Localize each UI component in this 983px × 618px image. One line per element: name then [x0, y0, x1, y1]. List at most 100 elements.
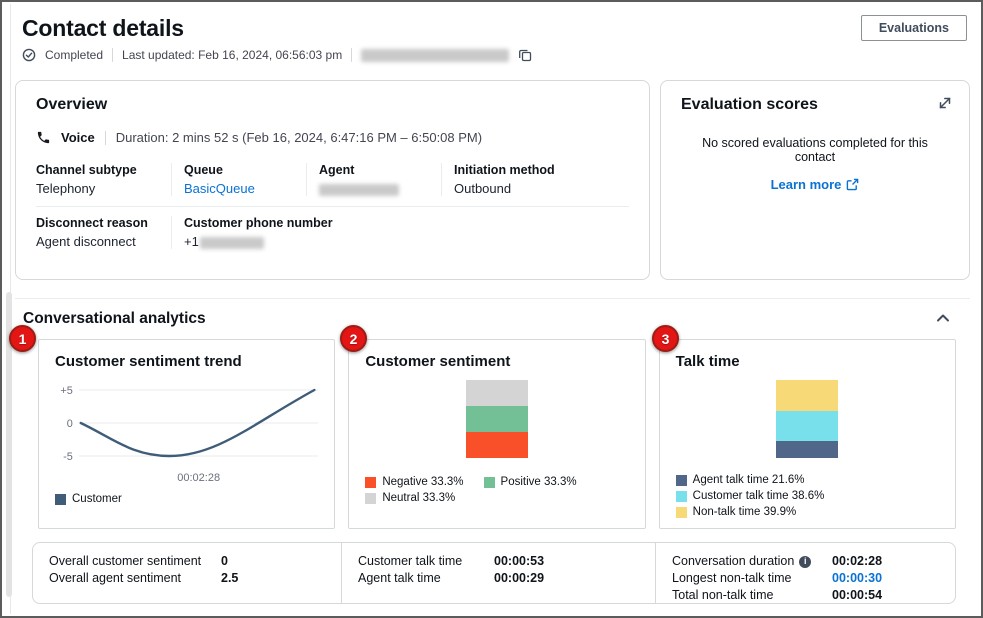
legend-swatch [483, 476, 495, 488]
legend-item: Customer [55, 493, 122, 505]
copy-icon[interactable] [518, 48, 532, 62]
chart-title: Customer sentiment trend [55, 353, 242, 370]
phone-icon [36, 130, 51, 145]
summary-label: Conversation duration i [672, 553, 832, 570]
summary-value: 00:00:29 [494, 571, 545, 585]
chevron-up-icon[interactable] [934, 309, 952, 328]
field-value: Telephony [36, 181, 96, 196]
legend-label: Neutral 33.3% [382, 492, 456, 504]
legend-label: Customer talk time 38.6% [692, 490, 825, 502]
overview-field: Customer phone number +1 [171, 216, 629, 249]
chart-title: Talk time [675, 353, 740, 370]
channel-row: Voice Duration: 2 mins 52 s (Feb 16, 202… [36, 130, 629, 145]
svg-text:+5: +5 [60, 385, 72, 397]
evaluation-scores-title: Evaluation scores [681, 96, 818, 113]
page-title: Contact details [22, 15, 184, 41]
info-icon[interactable]: i [799, 555, 812, 568]
legend-item: Customer talk time 38.6% [675, 490, 825, 502]
annotation-badge-2: 2 [340, 325, 367, 352]
overview-field: Disconnect reason Agent disconnect [36, 216, 171, 249]
customer-sentiment-trend-card: Customer sentiment trend +5 0 -5 00:02:28 … [38, 339, 336, 529]
check-circle-icon [22, 48, 36, 62]
legend-label: Customer [72, 493, 122, 505]
field-label: Queue [184, 163, 223, 177]
bar-segment [465, 380, 528, 406]
field-label: Disconnect reason [36, 216, 148, 230]
overview-field: Channel subtype Telephony [36, 163, 171, 196]
talk-time-card: Talk time Agent talk time 21.6% Customer … [658, 339, 956, 529]
annotation-badge-3: 3 [652, 325, 679, 352]
summary-label: Customer talk time [358, 554, 463, 568]
legend-swatch [675, 474, 687, 486]
summary-row: Agent talk time 00:00:29 [358, 570, 639, 587]
svg-text:0: 0 [67, 418, 73, 430]
summary-row: Total non-talk time 00:00:54 [672, 587, 939, 604]
legend-item: Positive 33.3% [483, 476, 577, 488]
summary-value: 00:00:53 [494, 554, 545, 568]
external-link-icon [846, 178, 859, 191]
field-value [319, 181, 431, 196]
contact-id-redacted [361, 48, 510, 62]
summary-label: Total non-talk time [672, 588, 774, 602]
x-axis-tick: 00:02:28 [177, 472, 221, 484]
chart-legend: Customer [55, 493, 318, 505]
overview-title: Overview [36, 96, 108, 113]
divider [104, 130, 106, 145]
field-label: Channel subtype [36, 163, 137, 177]
top-cards-row: Overview Voice Duration: 2 mins 52 s (Fe… [15, 80, 970, 280]
bar-segment [465, 432, 528, 458]
bar-segment [776, 440, 839, 458]
expand-diagonal-icon[interactable] [937, 95, 953, 111]
charts-row: Customer sentiment trend +5 0 -5 00:02:28 … [38, 339, 956, 529]
summary-value: 00:00:54 [832, 588, 883, 602]
overview-fields: Channel subtype Telephony Queue BasicQueue A… [36, 163, 629, 249]
redacted-value [319, 183, 399, 196]
page-header: Contact details Completed Last updated: … [15, 2, 970, 72]
chart-legend: Agent talk time 21.6% Customer talk time … [675, 474, 939, 518]
analytics-summary-card: Overall customer sentiment 0 Overall agent… [32, 542, 956, 604]
field-label: Initiation method [454, 163, 555, 177]
svg-text:-5: -5 [63, 451, 73, 463]
queue-link[interactable]: BasicQueue [184, 181, 255, 196]
annotation-badge-1: 1 [9, 325, 36, 352]
summary-row: Longest non-talk time 00:00:30 [672, 570, 939, 587]
legend-item: Neutral 33.3% [365, 492, 455, 504]
summary-label: Longest non-talk time [672, 571, 792, 585]
evaluation-scores-card: Evaluation scores No scored evaluations … [660, 80, 970, 280]
channel-label: Voice [61, 130, 95, 145]
legend-item: Non-talk time 39.9% [675, 506, 797, 518]
overview-field: Agent [306, 163, 441, 196]
legend-label: Non-talk time 39.9% [692, 506, 797, 518]
field-value: +1 [184, 234, 619, 249]
legend-swatch [675, 506, 687, 518]
overview-card: Overview Voice Duration: 2 mins 52 s (Fe… [15, 80, 650, 280]
status-row: Completed Last updated: Feb 16, 2024, 06… [22, 48, 970, 62]
field-label: Agent [319, 163, 355, 177]
summary-label: Agent talk time [358, 571, 441, 585]
summary-label: Overall customer sentiment [49, 554, 202, 568]
bar-segment [465, 406, 528, 432]
redacted-value [199, 236, 264, 249]
longest-non-talk-link[interactable]: 00:00:30 [832, 571, 883, 585]
bar-segment [776, 379, 839, 411]
summary-row: Conversation duration i 00:02:28 [672, 553, 939, 570]
duration-text: Duration: 2 mins 52 s (Feb 16, 2024, 6:4… [115, 130, 483, 145]
field-value: BasicQueue [184, 181, 296, 196]
overview-field: Initiation method Outbound [441, 163, 629, 196]
field-label: Customer phone number [184, 216, 333, 230]
evaluations-button[interactable]: Evaluations [860, 15, 967, 41]
chart-title: Customer sentiment [365, 353, 511, 370]
sentiment-stacked-bar [365, 380, 628, 466]
legend-swatch [365, 492, 377, 504]
bar-segment [776, 410, 839, 441]
last-updated-text: Last updated: Feb 16, 2024, 06:56:03 pm [122, 48, 343, 62]
chart-legend: Negative 33.3% Positive 33.3% Neutral 33.3… [365, 476, 628, 504]
status-text: Completed [45, 48, 104, 62]
learn-more-label: Learn more [770, 177, 842, 192]
summary-value: 2.5 [221, 571, 239, 585]
summary-value: 00:02:28 [832, 554, 883, 568]
legend-label: Agent talk time 21.6% [692, 474, 805, 486]
scrollbar-thumb[interactable] [6, 292, 12, 597]
overview-fields-row2: Disconnect reason Agent disconnect Custome… [36, 206, 629, 249]
learn-more-link[interactable]: Learn more [771, 177, 860, 192]
